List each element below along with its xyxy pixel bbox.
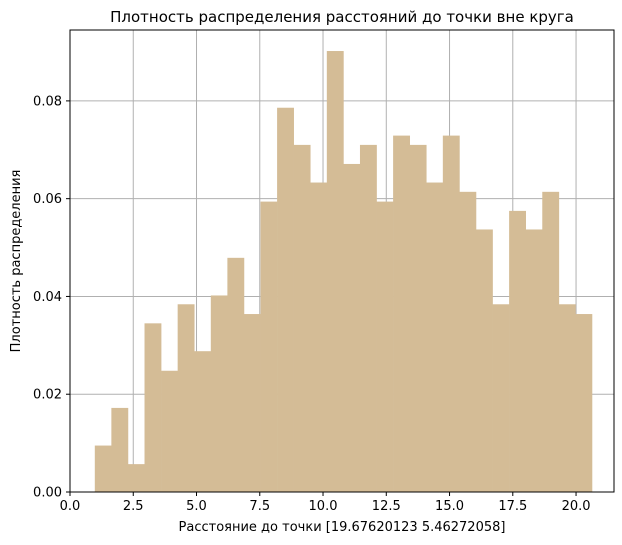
y-tick-label: 0.04 [33,290,62,305]
histogram-bar [243,314,261,492]
histogram-bar [575,314,593,492]
x-tick-label: 7.5 [249,499,270,514]
x-tick-label: 17.5 [498,499,527,514]
axis-ticks: 0.0 2.5 5.0 7.5 10.0 12.5 15.0 17.5 20.0 0.00 0.02… [33,94,590,514]
histogram-bar [376,201,394,492]
histogram-bar [459,191,477,493]
x-axis-title: Расстояние до точки [19.67620123 5.46272… [179,520,506,535]
histogram-bar [525,229,543,492]
y-tick-label: 0.00 [33,486,62,501]
histogram-bar [144,323,162,492]
y-tick-label: 0.02 [33,388,62,403]
chart-title: Плотность распределения расстояний до то… [110,8,574,26]
histogram-bar [359,144,377,492]
histogram-bar [409,144,427,492]
histogram-bar [227,257,245,492]
histogram-bar [492,304,510,492]
y-tick-label: 0.06 [33,192,62,207]
histogram-bar [177,304,195,492]
x-tick-label: 15.0 [435,499,464,514]
histogram-bar [111,407,129,492]
histogram-bar [194,351,212,492]
x-tick-label: 0.0 [60,499,81,514]
histogram-bar [542,191,560,493]
x-tick-label: 2.5 [123,499,144,514]
histogram-bar [293,144,311,492]
histogram-bar [326,51,344,493]
histogram-bar [393,135,410,492]
histogram-bar [310,182,328,493]
histogram-bar [277,107,294,492]
histogram-bar [127,464,145,492]
histogram-bar [442,135,460,492]
histogram-bar [161,370,178,492]
y-tick-label: 0.08 [33,94,62,109]
histogram-bar [94,445,112,492]
histogram-bars [94,51,593,493]
histogram-bar [475,229,493,492]
histogram-bar [558,304,576,492]
histogram-bar [210,295,228,492]
y-axis-title: Плотность распределения [9,170,24,353]
x-tick-label: 12.5 [372,499,401,514]
histogram-bar [509,210,526,492]
plot-frame [69,29,615,493]
x-tick-label: 10.0 [309,499,338,514]
histogram-bar [426,182,444,493]
x-tick-label: 5.0 [186,499,207,514]
histogram-bar [260,201,278,492]
x-tick-label: 20.0 [562,499,591,514]
histogram-bar [343,163,361,492]
